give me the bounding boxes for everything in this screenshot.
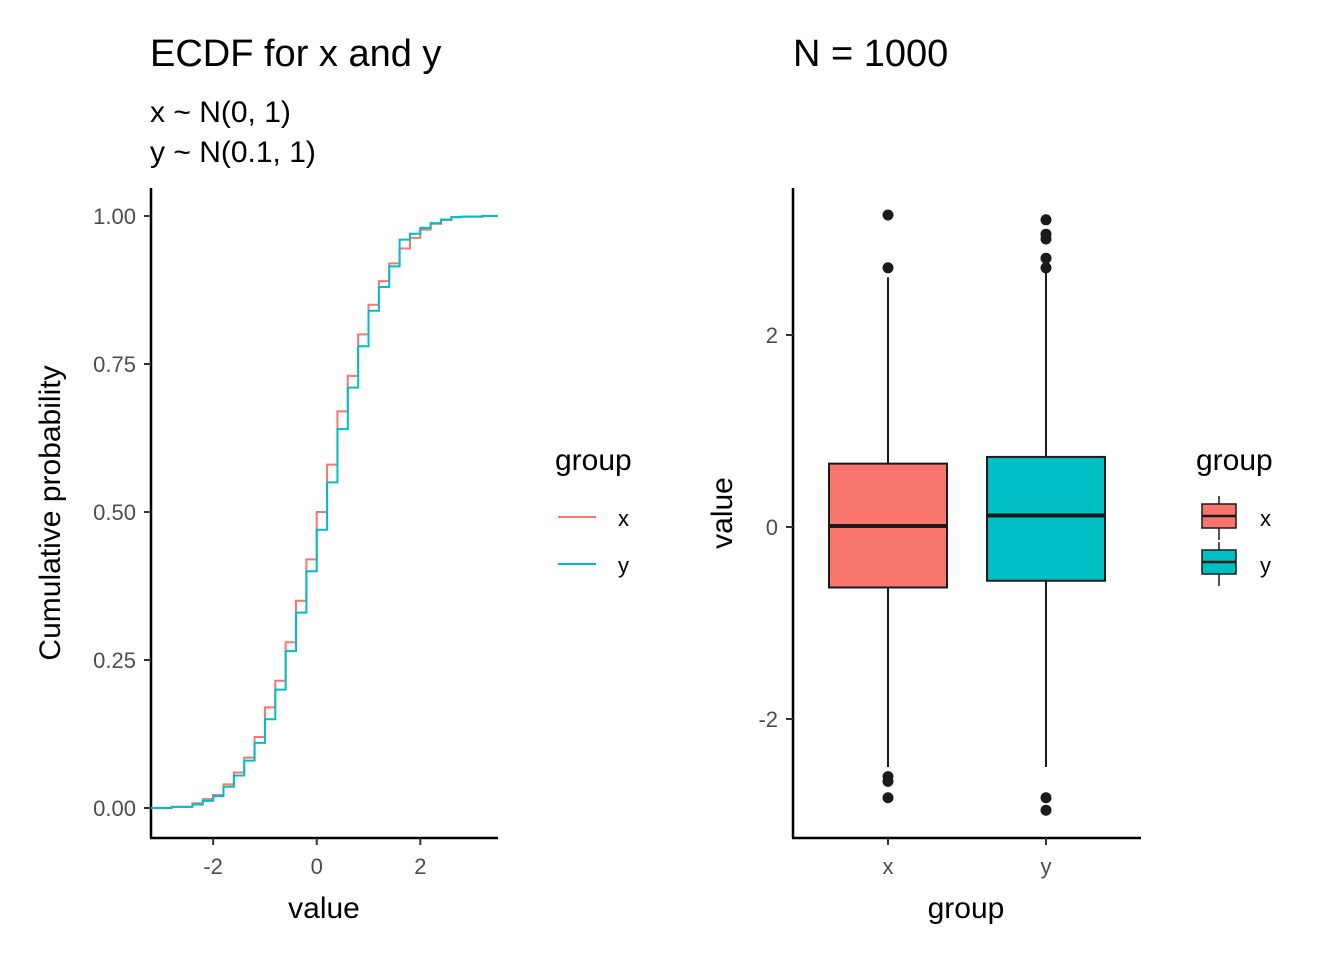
box-outlier-point: [882, 792, 894, 804]
box-legend-key-y: [1201, 542, 1237, 586]
box-y-tick-label: 0: [766, 515, 778, 540]
ecdf-x-tick-label: -2: [203, 854, 223, 879]
ecdf-x-axis-title: value: [288, 892, 360, 925]
ecdf-subtitle-line1: x ~ N(0, 1): [150, 96, 291, 129]
box-legend-label-x: x: [1260, 506, 1271, 531]
box-title: N = 1000: [793, 33, 948, 75]
ecdf-legend-label-y: y: [618, 553, 629, 578]
box-y-tick-label: 2: [766, 323, 778, 348]
ecdf-subtitle-line2: y ~ N(0.1, 1): [150, 136, 316, 169]
ecdf-y-tick-label: 0.00: [93, 796, 136, 821]
box-body-y: [986, 455, 1106, 582]
box-legend-key-x: [1201, 496, 1237, 540]
box-outlier-point: [882, 775, 894, 787]
ecdf-legend: group x y: [555, 444, 632, 578]
ecdf-title: ECDF for x and y: [150, 33, 441, 75]
box-legend-label-y: y: [1260, 553, 1271, 578]
ecdf-y-axis-title: Cumulative probability: [34, 365, 67, 660]
box-legend-title: group: [1196, 444, 1273, 477]
ecdf-y-tick-label: 1.00: [93, 204, 136, 229]
box-outlier-point: [1040, 792, 1052, 804]
ecdf-y-tick-label: 0.25: [93, 648, 136, 673]
ecdf-x-tick-label: 0: [311, 854, 323, 879]
box-legend: group x y: [1196, 444, 1273, 586]
box-outlier-point: [1040, 214, 1052, 226]
box-outlier-point: [882, 262, 894, 274]
box-marks: [828, 209, 1106, 816]
ecdf-line-y: [151, 215, 498, 809]
ecdf-y-tick-label: 0.50: [93, 500, 136, 525]
box-outlier-point: [882, 209, 894, 221]
box-x-tick-label: x: [883, 854, 894, 879]
ecdf-x-ticks: -2 0 2: [203, 838, 426, 879]
box-x-tick-label: y: [1041, 854, 1052, 879]
box-y-tick-label: -2: [758, 707, 778, 732]
box-outlier-point: [1040, 804, 1052, 816]
box-outlier-point: [1040, 262, 1052, 274]
box-outlier-point: [1040, 252, 1052, 264]
ecdf-y-ticks: 0.00 0.25 0.50 0.75 1.00: [93, 204, 151, 821]
ecdf-legend-label-x: x: [618, 506, 629, 531]
box-x-axis-title: group: [928, 892, 1005, 925]
box-y-ticks: -2 0 2: [758, 323, 793, 732]
ecdf-x-tick-label: 2: [414, 854, 426, 879]
box-y-axis-title: value: [706, 477, 739, 549]
ecdf-y-tick-label: 0.75: [93, 352, 136, 377]
ecdf-plot-area: 0.00 0.25 0.50 0.75 1.00 -2 0 2: [93, 188, 498, 879]
ecdf-line-x: [151, 215, 498, 809]
ecdf-legend-title: group: [555, 444, 632, 477]
ecdf-series-lines: [151, 215, 498, 809]
box-outlier-point: [1040, 233, 1052, 245]
